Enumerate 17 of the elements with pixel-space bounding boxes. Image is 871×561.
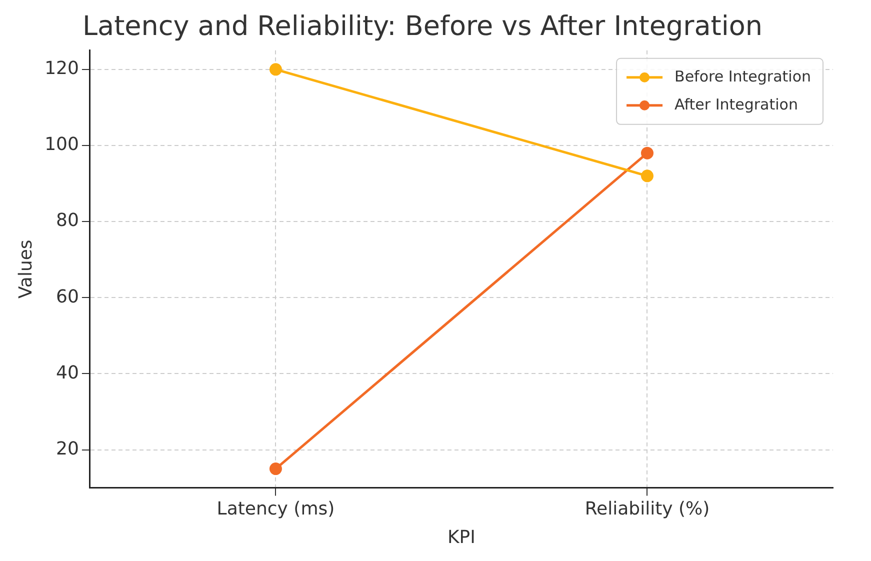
- x-axis-title: KPI: [447, 526, 476, 548]
- chart-title: Latency and Reliability: Before vs After Integration: [82, 11, 762, 42]
- y-tick-label: 100: [44, 134, 79, 156]
- y-tick-label: 20: [56, 438, 79, 460]
- point: [640, 146, 654, 160]
- y-tick-label: 60: [56, 286, 79, 308]
- point: [269, 63, 282, 76]
- legend-label: After Integration: [674, 95, 798, 114]
- point: [269, 462, 282, 476]
- point: [640, 170, 654, 182]
- y-axis-title: Values: [15, 240, 36, 299]
- y-tick-label: 40: [56, 362, 79, 384]
- x-tick-label: Reliability (%): [584, 498, 710, 520]
- legend-label: Before Integration: [674, 67, 812, 86]
- y-tick-label: 80: [56, 210, 79, 232]
- y-tick-label: 120: [44, 58, 79, 80]
- x-tick-label: Latency (ms): [216, 498, 335, 520]
